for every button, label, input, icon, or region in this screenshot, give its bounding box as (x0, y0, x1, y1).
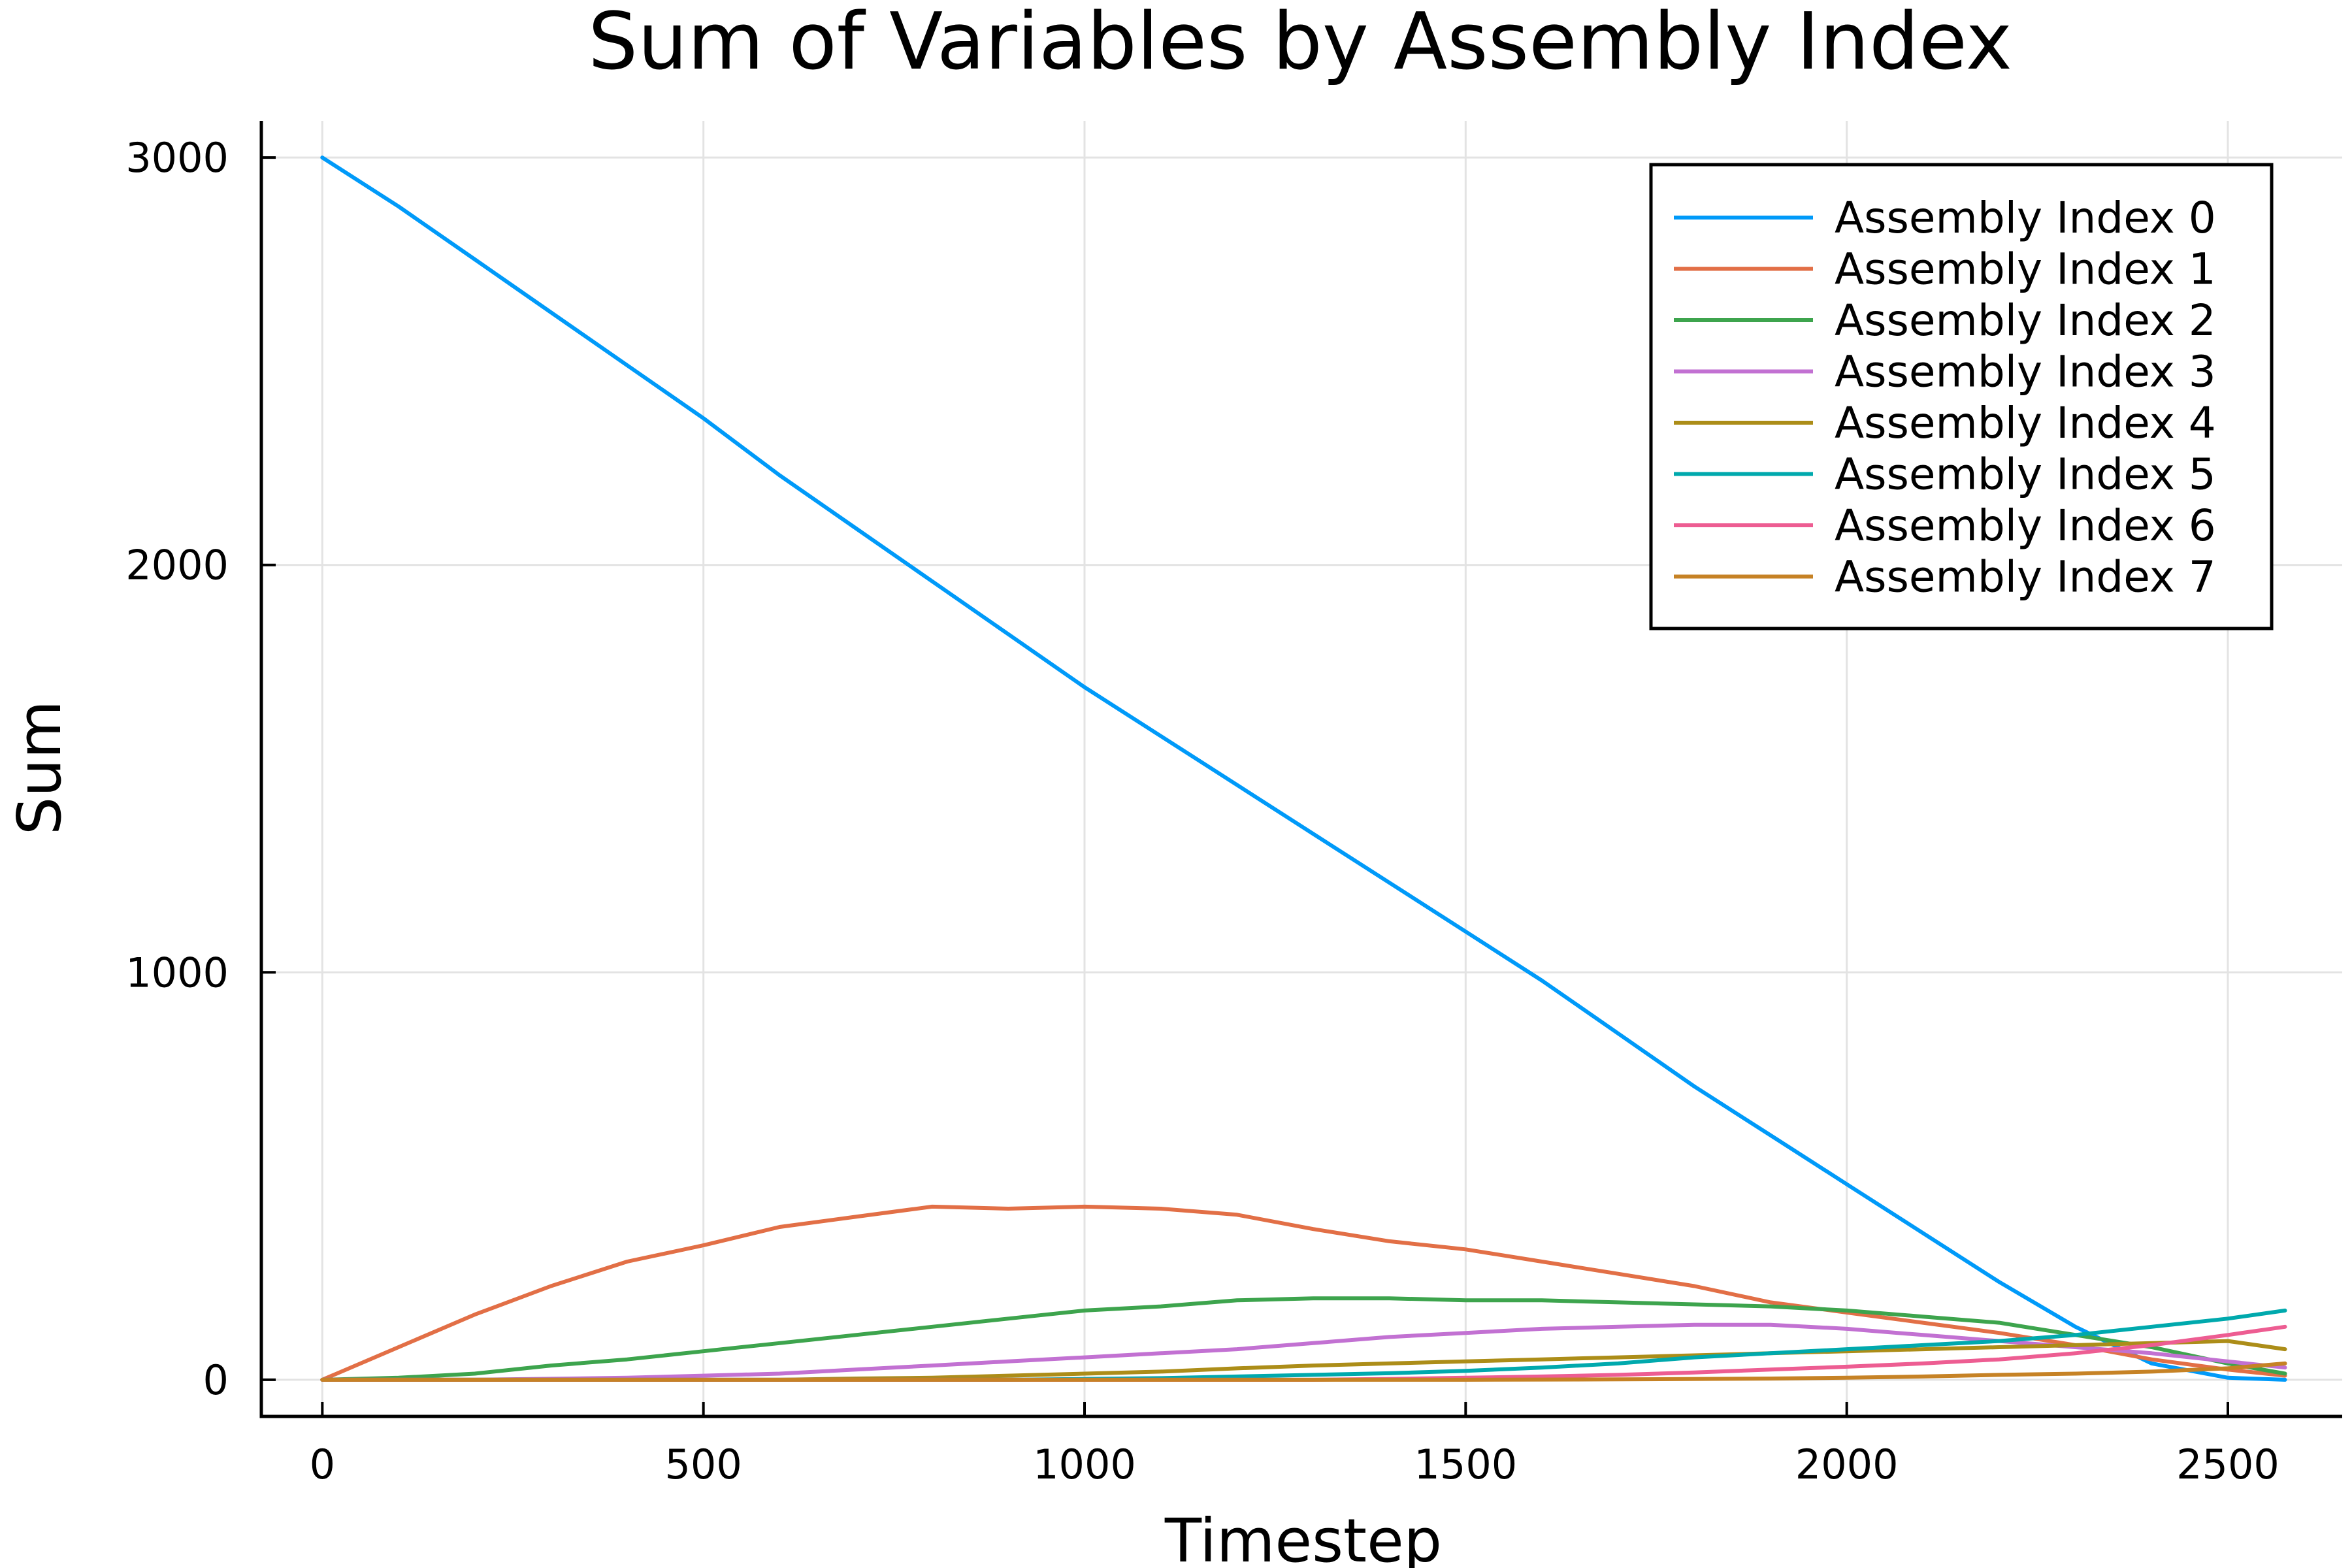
series-line-assembly-index-4 (320, 1339, 2287, 1382)
x-tick-label: 1000 (1033, 1441, 1136, 1488)
series-line-assembly-index-6 (320, 1324, 2287, 1382)
y-axis-label: Sum (5, 700, 74, 835)
x-tick-label: 0 (310, 1441, 335, 1488)
legend-label: Assembly Index 2 (1835, 295, 2216, 346)
series-lines (320, 155, 2287, 1382)
chart-title: Sum of Variables by Assembly Index (588, 0, 2012, 88)
legend-label: Assembly Index 3 (1835, 347, 2216, 397)
y-tick-label: 1000 (125, 949, 229, 996)
x-tick-label: 2500 (2176, 1441, 2279, 1488)
y-tick-label: 0 (203, 1356, 229, 1404)
series-line-assembly-index-1 (320, 1204, 2287, 1382)
series-line-assembly-index-2 (320, 1296, 2287, 1382)
legend-label: Assembly Index 6 (1835, 500, 2216, 551)
series-line-assembly-index-0 (320, 155, 2287, 1382)
legend-label: Assembly Index 4 (1835, 398, 2216, 448)
x-tick-label: 2000 (1795, 1441, 1899, 1488)
x-tick-label: 1500 (1414, 1441, 1517, 1488)
axis-frame (259, 121, 2342, 1418)
x-tick-label: 500 (664, 1441, 742, 1488)
legend-label: Assembly Index 7 (1835, 552, 2216, 602)
legend-box (1649, 163, 2274, 630)
y-tick-label: 3000 (125, 134, 229, 182)
series-line-assembly-index-7 (320, 1361, 2287, 1382)
legend-label: Assembly Index 0 (1835, 193, 2216, 243)
y-tick-label: 2000 (125, 542, 229, 589)
axes (259, 121, 2342, 1418)
legend-label: Assembly Index 1 (1835, 244, 2216, 295)
tick-labels: 0 500 1000 1500 2000 2500 0 1000 2000 3000 (125, 134, 2279, 1488)
legend-label: Assembly Index 5 (1835, 449, 2216, 500)
x-axis-label: Timestep (1164, 1506, 1442, 1568)
